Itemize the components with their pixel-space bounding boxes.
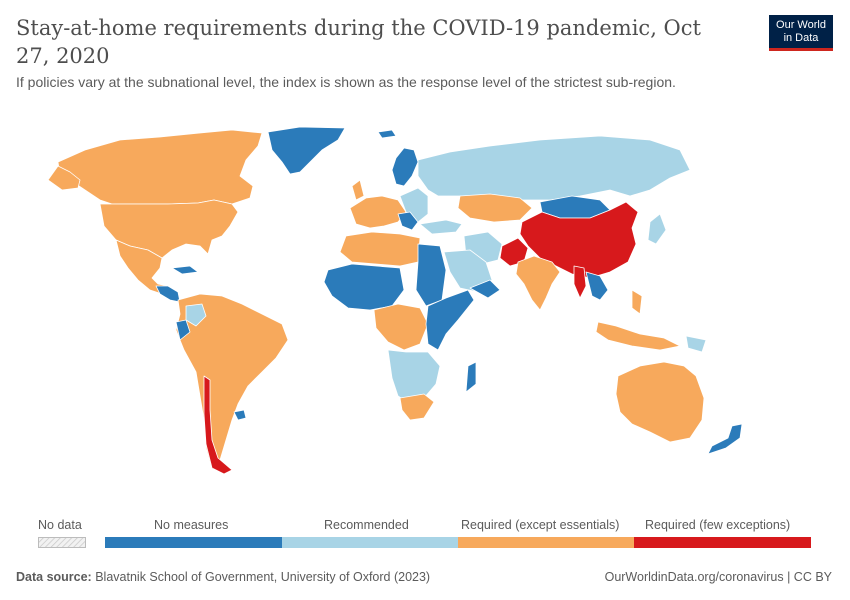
region-eastern-europe[interactable] bbox=[399, 187, 429, 223]
region-ecuador[interactable] bbox=[175, 319, 191, 341]
legend-label-required-few-exceptions: Required (few exceptions) bbox=[645, 518, 791, 532]
region-east-africa[interactable] bbox=[425, 289, 475, 351]
region-papua-new-guinea[interactable] bbox=[685, 335, 707, 353]
legend-no-data-swatch[interactable] bbox=[38, 537, 86, 548]
region-southern-africa[interactable] bbox=[387, 349, 441, 405]
region-iceland[interactable] bbox=[377, 129, 397, 139]
region-australia[interactable] bbox=[615, 361, 705, 443]
region-turkey[interactable] bbox=[419, 219, 463, 235]
region-myanmar[interactable] bbox=[573, 265, 587, 299]
region-mexico[interactable] bbox=[115, 239, 169, 295]
region-scandinavia[interactable] bbox=[391, 147, 419, 187]
owid-logo[interactable]: Our World in Data bbox=[769, 15, 833, 51]
region-russia[interactable] bbox=[417, 135, 691, 201]
region-india[interactable] bbox=[515, 255, 561, 311]
region-new-zealand[interactable] bbox=[707, 423, 743, 455]
data-source-label: Data source: bbox=[16, 570, 92, 584]
region-central-america[interactable] bbox=[155, 285, 181, 303]
region-south-africa[interactable] bbox=[399, 393, 435, 421]
legend-label-no-measures: No measures bbox=[154, 518, 229, 532]
region-japan[interactable] bbox=[647, 213, 667, 245]
region-philippines[interactable] bbox=[631, 289, 643, 315]
region-chile[interactable] bbox=[203, 375, 233, 475]
legend-label-required-except-essentials: Required (except essentials) bbox=[461, 518, 620, 532]
logo-line-2: in Data bbox=[783, 32, 819, 44]
region-madagascar[interactable] bbox=[465, 361, 477, 393]
world-map[interactable] bbox=[0, 110, 850, 510]
region-southeast-asia[interactable] bbox=[585, 271, 609, 301]
region-china[interactable] bbox=[519, 201, 639, 279]
region-west-africa[interactable] bbox=[323, 263, 405, 311]
legend-label-recommended: Recommended bbox=[324, 518, 409, 532]
region-egypt-sudan[interactable] bbox=[415, 243, 447, 307]
region-uruguay[interactable] bbox=[233, 409, 247, 421]
legend-swatch-no-measures[interactable] bbox=[105, 537, 282, 548]
source-link[interactable]: OurWorldinData.org/coronavirus | CC BY bbox=[604, 570, 832, 584]
region-uk[interactable] bbox=[351, 179, 365, 201]
region-greenland[interactable] bbox=[267, 126, 346, 175]
legend-no-data-label: No data bbox=[38, 518, 82, 532]
region-central-africa[interactable] bbox=[373, 303, 429, 351]
legend-swatch-recommended[interactable] bbox=[282, 537, 458, 548]
region-kazakhstan[interactable] bbox=[457, 193, 533, 223]
region-yemen-oman[interactable] bbox=[469, 279, 501, 299]
map-legend: No data No measures Recommended Required… bbox=[0, 510, 850, 560]
region-balkans[interactable] bbox=[397, 211, 419, 231]
legend-swatch-required-few-exceptions[interactable] bbox=[634, 537, 811, 548]
region-south-america[interactable] bbox=[175, 293, 289, 471]
logo-line-1: Our World bbox=[776, 19, 826, 31]
region-western-europe[interactable] bbox=[349, 195, 407, 229]
region-cuba[interactable] bbox=[171, 265, 199, 275]
chart-title: Stay-at-home requirements during the COV… bbox=[16, 16, 701, 68]
region-colombia[interactable] bbox=[185, 303, 207, 327]
data-source-text: Blavatnik School of Government, Universi… bbox=[95, 570, 431, 584]
legend-swatch-required-except-essentials[interactable] bbox=[458, 537, 634, 548]
region-alaska[interactable] bbox=[47, 165, 81, 191]
chart-subtitle: If policies vary at the subnational leve… bbox=[16, 74, 676, 90]
region-north-africa[interactable] bbox=[339, 231, 421, 267]
data-source: Data source: Blavatnik School of Governm… bbox=[16, 570, 430, 584]
region-canada[interactable] bbox=[57, 129, 263, 205]
region-indonesia[interactable] bbox=[595, 321, 681, 351]
